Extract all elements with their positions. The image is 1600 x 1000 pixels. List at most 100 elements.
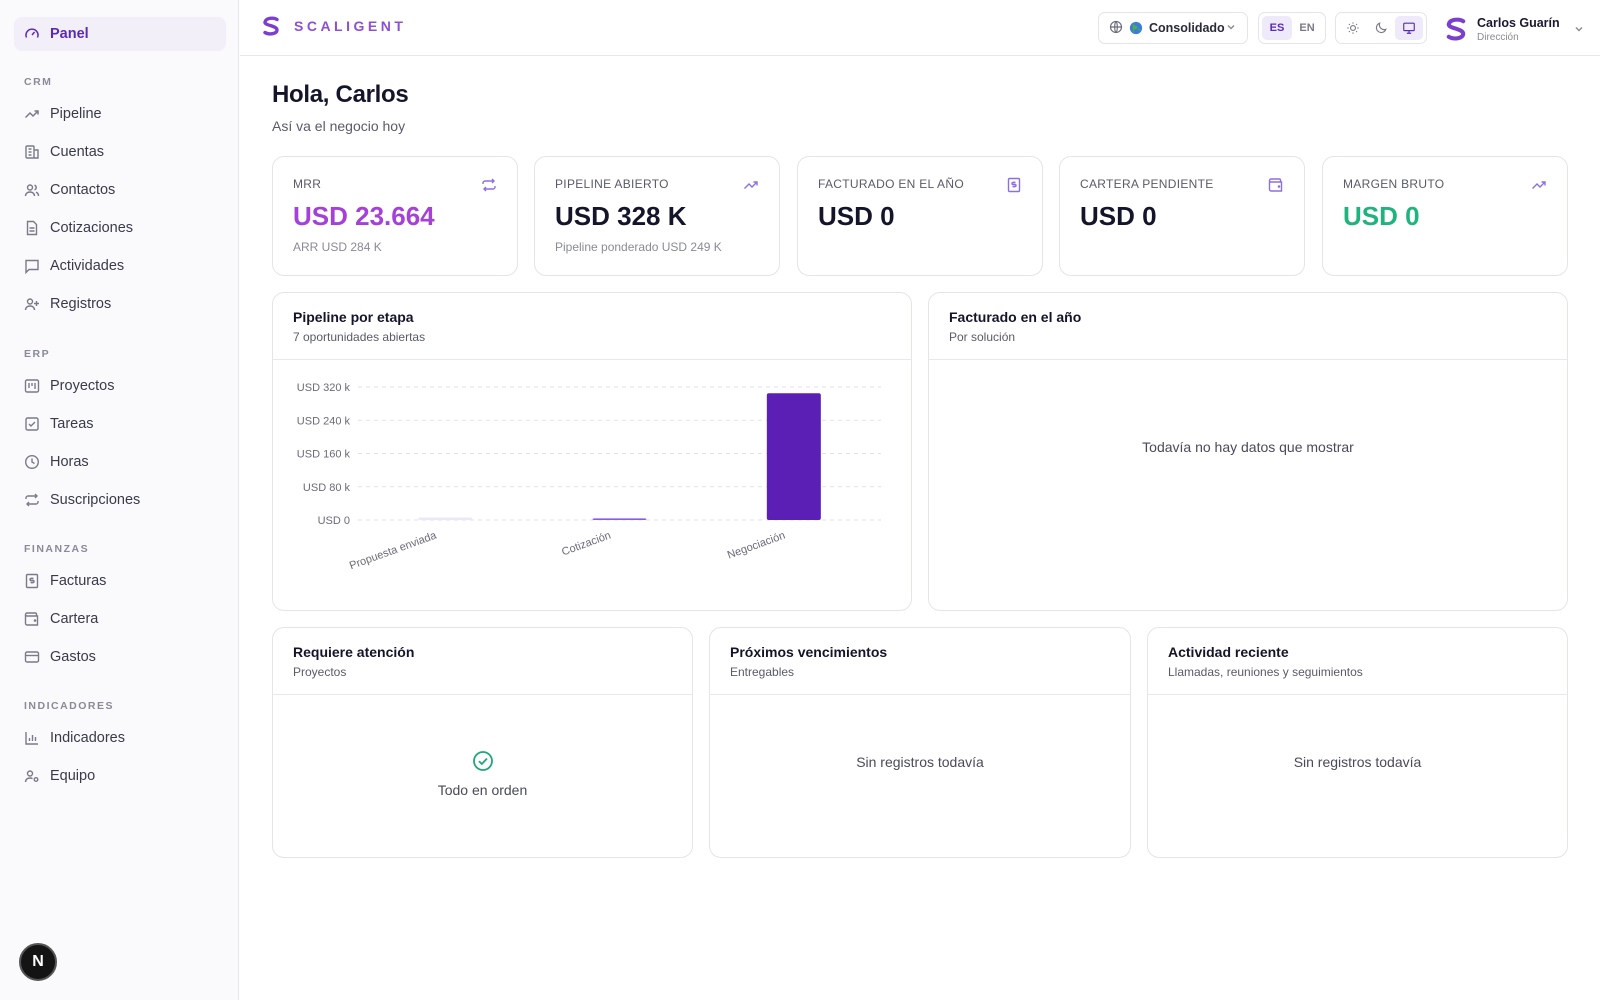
check-circle-icon bbox=[273, 750, 692, 772]
users-icon bbox=[24, 182, 40, 198]
x-tick-label: Negociación bbox=[726, 530, 787, 562]
kpi-label: MARGEN BRUTO bbox=[1343, 177, 1445, 191]
panel-title: Facturado en el año bbox=[949, 309, 1082, 325]
sidebar-item-label: Actividades bbox=[50, 258, 125, 274]
section-label-finanzas: FINANZAS bbox=[24, 543, 90, 555]
sidebar-item-label: Pipeline bbox=[50, 106, 102, 122]
sidebar-item-label: Horas bbox=[50, 454, 89, 470]
user-name: Carlos Guarín bbox=[1477, 15, 1560, 30]
entity-select[interactable]: Consolidado bbox=[1098, 12, 1248, 44]
bar[interactable] bbox=[592, 518, 647, 520]
sidebar-item-panel[interactable]: Panel bbox=[14, 17, 226, 51]
user-role: Dirección bbox=[1477, 31, 1519, 43]
kpi-card-margen: MARGEN BRUTO USD 0 bbox=[1322, 156, 1568, 276]
sidebar-item-label: Tareas bbox=[50, 416, 94, 432]
message-square-icon bbox=[24, 258, 40, 274]
page-title: Hola, Carlos bbox=[272, 81, 409, 108]
file-text-icon bbox=[24, 220, 40, 236]
kpi-value: USD 23.664 bbox=[293, 201, 435, 231]
sidebar-item-actividades[interactable]: Actividades bbox=[14, 249, 226, 283]
gauge-icon bbox=[24, 26, 40, 42]
sidebar-item-suscripciones[interactable]: Suscripciones bbox=[14, 483, 226, 517]
sidebar-item-label: Suscripciones bbox=[50, 492, 141, 508]
trending-up-icon bbox=[24, 106, 40, 122]
sidebar-item-label: Equipo bbox=[50, 768, 96, 784]
sidebar-item-horas[interactable]: Horas bbox=[14, 445, 226, 479]
sidebar-item-pipeline[interactable]: Pipeline bbox=[14, 97, 226, 131]
repeat-icon bbox=[24, 492, 40, 508]
empty-state-text: Sin registros todavía bbox=[856, 754, 984, 770]
trending-up-icon bbox=[1531, 177, 1547, 193]
sidebar-item-label: Cotizaciones bbox=[50, 220, 134, 236]
section-label-indicadores: INDICADORES bbox=[24, 700, 115, 712]
sidebar-item-label: Cartera bbox=[50, 611, 99, 627]
panel-subtitle: Llamadas, reuniones y seguimientos bbox=[1168, 665, 1363, 679]
kpi-subtext: Pipeline ponderado USD 249 K bbox=[555, 240, 722, 254]
brand[interactable]: SCALIGENT bbox=[262, 16, 406, 36]
x-tick-label: Cotización bbox=[560, 530, 612, 559]
sidebar-item-cotizaciones[interactable]: Cotizaciones bbox=[14, 211, 226, 245]
monitor-icon[interactable] bbox=[1395, 16, 1423, 40]
moon-icon[interactable] bbox=[1367, 16, 1395, 40]
kpi-value: USD 0 bbox=[1343, 201, 1420, 231]
kpi-label: CARTERA PENDIENTE bbox=[1080, 177, 1214, 191]
chevron-down-icon bbox=[1225, 21, 1237, 36]
vencimientos-panel: Próximos vencimientos Entregables Sin re… bbox=[709, 627, 1131, 858]
panel-subtitle: Proyectos bbox=[293, 665, 347, 679]
sidebar: Panel CRM Pipeline Cuentas Contactos Cot… bbox=[0, 0, 239, 1000]
section-label-erp: ERP bbox=[24, 348, 51, 360]
user-menu[interactable]: Carlos Guarín Dirección bbox=[1445, 12, 1585, 46]
sidebar-item-gastos[interactable]: Gastos bbox=[14, 640, 226, 674]
lang-es-button[interactable]: ES bbox=[1262, 16, 1292, 40]
pipeline-bar-chart: USD 0 USD 80 k USD 160 k USD 240 k USD 320 k… bbox=[297, 382, 881, 572]
panel-title: Requiere atención bbox=[293, 644, 415, 660]
panel-title: Próximos vencimientos bbox=[730, 644, 888, 660]
receipt-icon bbox=[24, 573, 40, 589]
wallet-icon bbox=[1268, 177, 1284, 193]
sun-icon[interactable] bbox=[1339, 16, 1367, 40]
trending-up-icon bbox=[743, 177, 759, 193]
repeat-icon bbox=[481, 177, 497, 193]
sidebar-item-tareas[interactable]: Tareas bbox=[14, 407, 226, 441]
sidebar-item-contactos[interactable]: Contactos bbox=[14, 173, 226, 207]
kpi-card-mrr: MRR USD 23.664 ARR USD 284 K bbox=[272, 156, 518, 276]
panel-title: Pipeline por etapa bbox=[293, 309, 414, 325]
wallet-icon bbox=[24, 611, 40, 627]
sidebar-item-equipo[interactable]: Equipo bbox=[14, 759, 226, 793]
sidebar-item-registros[interactable]: Registros bbox=[14, 287, 226, 321]
pipeline-chart-panel: Pipeline por etapa 7 oportunidades abier… bbox=[272, 292, 912, 611]
sidebar-item-cuentas[interactable]: Cuentas bbox=[14, 135, 226, 169]
bar[interactable] bbox=[418, 517, 473, 520]
panel-subtitle: Por solución bbox=[949, 330, 1016, 344]
sidebar-item-proyectos[interactable]: Proyectos bbox=[14, 369, 226, 403]
kpi-label: MRR bbox=[293, 177, 322, 191]
sidebar-item-label: Cuentas bbox=[50, 144, 105, 160]
kpi-value: USD 0 bbox=[1080, 201, 1157, 231]
bar-chart-icon bbox=[24, 730, 40, 746]
y-tick-label: USD 240 k bbox=[297, 415, 351, 427]
check-square-icon bbox=[24, 416, 40, 432]
dev-tools-badge[interactable]: N bbox=[19, 943, 57, 981]
empty-state-text: Todo en orden bbox=[437, 782, 528, 798]
lang-en-button[interactable]: EN bbox=[1299, 22, 1315, 34]
facturado-panel: Facturado en el año Por solución Todavía… bbox=[928, 292, 1568, 611]
sidebar-item-label: Gastos bbox=[50, 649, 96, 665]
building-icon bbox=[24, 144, 40, 160]
sidebar-item-cartera[interactable]: Cartera bbox=[14, 602, 226, 636]
kpi-card-facturado: FACTURADO EN EL AÑO USD 0 bbox=[797, 156, 1043, 276]
sidebar-item-indicadores[interactable]: Indicadores bbox=[14, 721, 226, 755]
actividad-panel: Actividad reciente Llamadas, reuniones y… bbox=[1147, 627, 1568, 858]
credit-card-icon bbox=[24, 649, 40, 665]
panel-subtitle: 7 oportunidades abiertas bbox=[293, 330, 426, 344]
theme-switch bbox=[1335, 12, 1427, 44]
sidebar-item-label: Panel bbox=[50, 26, 89, 42]
sidebar-item-facturas[interactable]: Facturas bbox=[14, 564, 226, 598]
top-header: SCALIGENT Consolidado ES EN Carlos Guarí… bbox=[240, 0, 1600, 56]
sidebar-item-label: Registros bbox=[50, 296, 112, 312]
panel-subtitle: Entregables bbox=[730, 665, 795, 679]
brand-name: SCALIGENT bbox=[294, 18, 407, 34]
y-tick-label: USD 0 bbox=[318, 515, 350, 527]
y-tick-label: USD 160 k bbox=[297, 449, 351, 461]
bar[interactable] bbox=[766, 393, 821, 520]
logo-icon bbox=[263, 16, 279, 36]
